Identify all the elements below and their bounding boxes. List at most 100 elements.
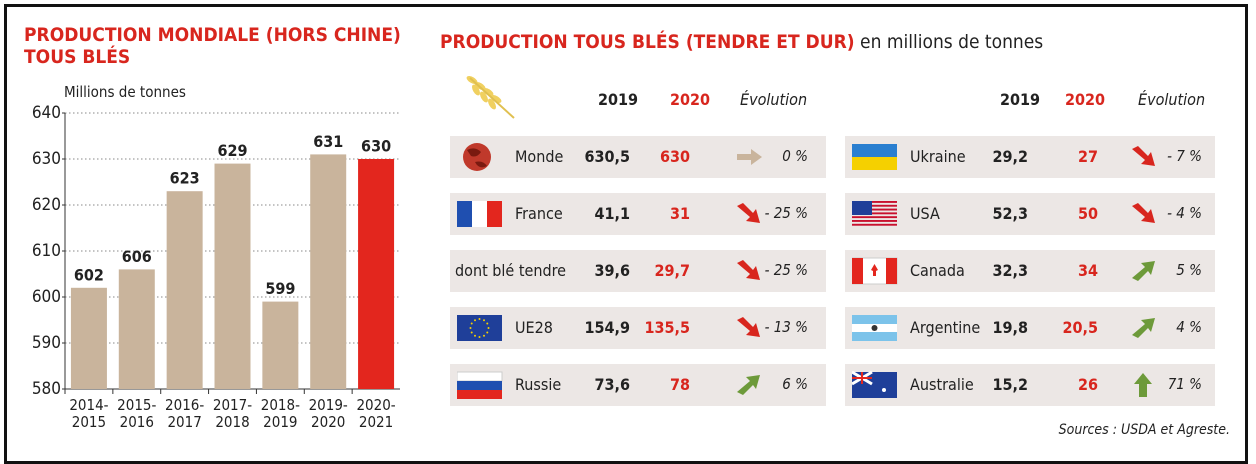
arrow: [737, 317, 760, 337]
value-2019: 154,9: [584, 318, 630, 337]
y-tick-label: 580: [32, 379, 61, 399]
flag-part: [852, 201, 872, 215]
flag: [852, 370, 897, 398]
flag-sun: [871, 325, 878, 331]
bar: [310, 154, 347, 389]
table-row: [450, 136, 826, 178]
trend-arrow: [737, 375, 760, 395]
flag-part: [852, 223, 897, 226]
chart: 580 590 600 610 620 630 640 602 606 623 629 599 631 6…: [32, 103, 400, 399]
x-tick-label: 2017- 2018: [212, 396, 253, 431]
source: Sources : USDA et Agreste.: [1058, 422, 1230, 438]
flag: [457, 371, 503, 399]
flag-star: [470, 322, 473, 325]
bar: [214, 163, 251, 389]
flag-part: [852, 220, 897, 222]
table-row: [450, 364, 826, 406]
flag-star: [474, 334, 476, 337]
chart-title: PRODUCTION MONDIALE (HORS CHINE) TOUS BL…: [24, 24, 401, 68]
flag: [852, 144, 897, 170]
value-2019: 73,6: [594, 375, 630, 394]
y-tick-label: 610: [32, 241, 61, 261]
row-name: Monde: [515, 147, 564, 166]
flag: [852, 257, 898, 285]
value-2020: 135,5: [644, 318, 690, 337]
column-header: 2019: [999, 90, 1041, 109]
flag-star: [469, 327, 472, 329]
x-tick-label: 2020- 2021: [356, 396, 396, 431]
flag-part: [852, 258, 863, 284]
value-label: 599: [265, 279, 295, 298]
x-tick-label: 2015- 2016: [117, 396, 157, 431]
row-name: Argentine: [910, 318, 981, 337]
bar: [118, 269, 155, 389]
arrow: [737, 375, 760, 395]
evolution: - 25 %: [764, 204, 808, 222]
trend-arrow: [1132, 261, 1155, 281]
x-tick-label: 2018- 2019: [260, 396, 300, 431]
value-label: 602: [74, 265, 104, 284]
table-row: [450, 307, 826, 349]
value-2019: 39,6: [594, 261, 630, 280]
flag-star: [486, 331, 489, 334]
flag: [463, 143, 491, 171]
value-2019: 29,2: [992, 147, 1028, 166]
y-tick-label: 630: [32, 149, 61, 169]
value-2020: 27: [1077, 147, 1098, 166]
value-2020: 630: [659, 147, 690, 166]
y-axis-label: Millions de tonnes: [64, 83, 186, 101]
value-2019: 52,3: [992, 204, 1028, 223]
column-header: 2020: [1064, 90, 1106, 109]
flag-part: [457, 390, 502, 399]
arrow: [1132, 146, 1155, 166]
arrow: [1132, 318, 1155, 338]
table-title-block: PRODUCTION TOUS BLÉS (TENDRE ET DUR) en …: [440, 31, 1043, 53]
flag-part: [852, 201, 897, 203]
value-label: 629: [217, 141, 247, 160]
bar: [70, 287, 107, 389]
value-2019: 19,8: [992, 318, 1028, 337]
trend-arrow: [1132, 318, 1155, 338]
row-name: Australie: [910, 375, 974, 394]
flag-star: [882, 388, 886, 392]
y-tick-label: 590: [32, 333, 61, 353]
value-2020: 20,5: [1062, 318, 1098, 337]
flag-part: [852, 208, 897, 211]
flag-part: [852, 204, 897, 207]
arrow: [1132, 203, 1155, 223]
y-tick-label: 620: [32, 195, 61, 215]
evolution: - 25 %: [764, 261, 808, 279]
flag-leaf: [871, 264, 878, 276]
column-header: 2020: [669, 90, 711, 109]
flag-part: [487, 201, 502, 227]
value-2020: 29,7: [654, 261, 690, 280]
flag-star: [483, 334, 485, 337]
trend-arrow: [737, 260, 760, 280]
row-name: dont blé tendre: [455, 261, 567, 280]
trend-arrow: [1132, 146, 1155, 166]
arrow: [737, 149, 762, 165]
x-tick-label: 2016- 2017: [165, 396, 205, 431]
flag-star: [474, 319, 476, 322]
flag: [457, 201, 502, 227]
flag: [457, 315, 502, 341]
column-header: Évolution: [740, 90, 808, 109]
evolution: - 4 %: [1167, 204, 1202, 222]
trend-arrow: [737, 203, 760, 223]
flag-part: [472, 201, 487, 227]
flag-part: [852, 212, 897, 215]
value-label: 630: [361, 137, 391, 156]
row-name: UE28: [515, 318, 553, 337]
evolution: 4 %: [1176, 318, 1202, 336]
arrow: [737, 203, 760, 223]
flag-part: [852, 157, 897, 170]
trend-arrow: [1134, 373, 1152, 397]
table-row: [845, 193, 1215, 235]
table-row: [845, 364, 1215, 406]
row-name: Ukraine: [910, 147, 966, 166]
table-subtitle: en millions de tonnes: [860, 31, 1044, 53]
bar: [166, 191, 203, 389]
table-row: [450, 193, 826, 235]
value-2020: 34: [1077, 261, 1098, 280]
